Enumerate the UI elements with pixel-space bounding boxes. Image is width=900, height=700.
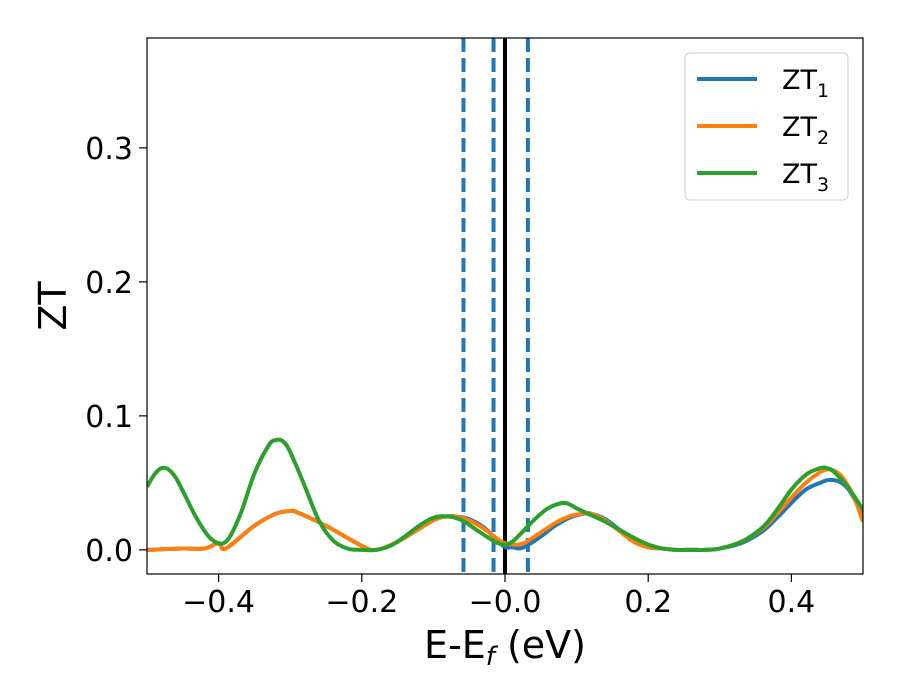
- x-axis-ticks: −0.4 −0.2 −0.0 0.2 0.4: [182, 574, 815, 620]
- x-tick-label: 0.4: [768, 585, 816, 620]
- reference-lines: [461, 38, 530, 574]
- y-tick-label: 0.2: [85, 266, 133, 301]
- y-tick-label: 0.0: [85, 534, 133, 569]
- x-tick-label: −0.4: [182, 585, 255, 620]
- plot-area: [146, 37, 864, 575]
- x-tick-label: 0.2: [624, 585, 672, 620]
- legend-box: [684, 52, 849, 201]
- legend-label-zt1: ZT1: [782, 65, 829, 102]
- y-axis-title: ZT: [31, 281, 75, 331]
- x-axis-title: E-Ef (eV): [424, 623, 586, 672]
- series-line-zt2: [147, 467, 863, 553]
- series-lines: [147, 437, 863, 553]
- y-axis-ticks: 0.0 0.1 0.2 0.3: [85, 132, 147, 569]
- legend: ZT1 ZT2 ZT3: [684, 52, 849, 201]
- legend-label-zt2: ZT2: [782, 112, 829, 149]
- x-tick-label: −0.2: [325, 585, 398, 620]
- y-tick-label: 0.1: [85, 400, 133, 435]
- x-tick-label: −0.0: [469, 585, 542, 620]
- series-line-zt3: [147, 437, 863, 553]
- legend-label-zt3: ZT3: [782, 159, 829, 196]
- y-tick-label: 0.3: [85, 132, 133, 167]
